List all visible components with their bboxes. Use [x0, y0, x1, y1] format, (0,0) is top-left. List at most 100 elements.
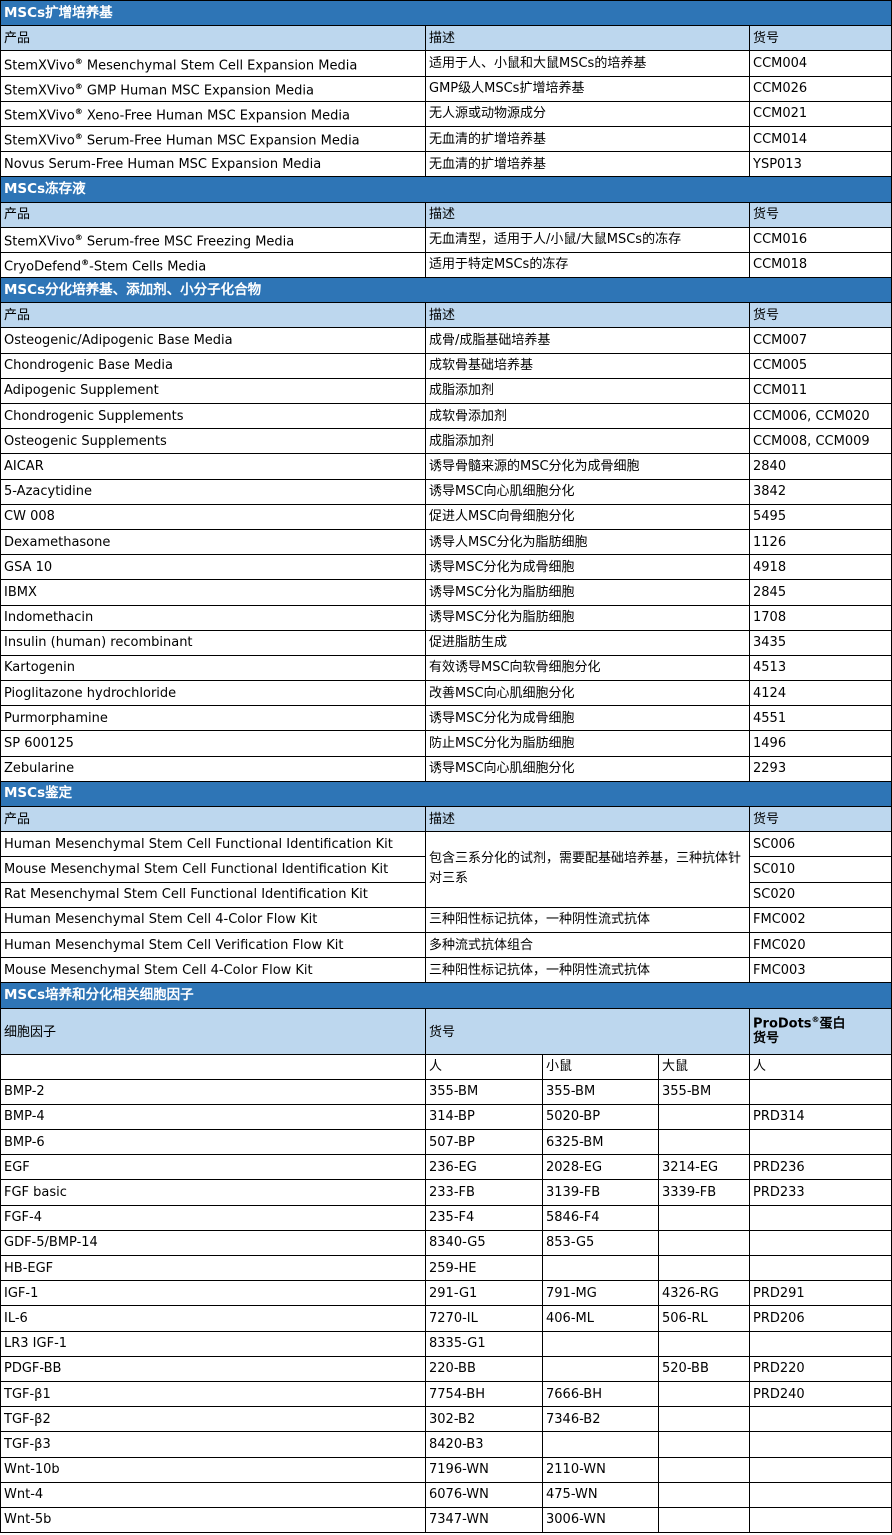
product-description: 诱导MSC分化为脂肪细胞	[425, 579, 750, 606]
product-description: 适用于特定MSCs的冻存	[425, 251, 750, 279]
cytokine-name: Wnt-10b	[0, 1456, 426, 1483]
rat-catalog	[658, 1103, 750, 1131]
header-prodots-catalog: ProDots®蛋白 货号	[748, 1007, 892, 1055]
table-row: HB-EGF 259-HE	[0, 1254, 892, 1282]
catalog-number: FMC002	[748, 906, 892, 933]
rat-catalog: 3214-EG	[658, 1154, 750, 1181]
section-title: MSCs冻存液	[0, 176, 892, 203]
product-name: 5-Azacytidine	[0, 478, 426, 505]
rat-catalog	[658, 1406, 750, 1433]
human-catalog: 355-BM	[425, 1078, 543, 1105]
human-catalog: 291-G1	[425, 1280, 543, 1307]
mouse-catalog: 3006-WN	[542, 1506, 659, 1534]
catalog-number: CCM006, CCM020	[748, 402, 892, 430]
cytokine-name: IGF-1	[0, 1280, 426, 1307]
product-name: Dexamethasone	[0, 528, 426, 556]
table-row: FGF-4 235-F4 5846-F4	[0, 1204, 892, 1231]
table-row: StemXVivo® Mesenchymal Stem Cell Expansi…	[0, 50, 892, 77]
table-row: TGF-β2 302-B2 7346-B2	[0, 1406, 892, 1433]
table-row: Human Mesenchymal Stem Cell Functional I…	[0, 831, 892, 908]
section-header: MSCs冻存液	[0, 176, 892, 203]
catalog-number: CCM007	[748, 327, 892, 354]
header-description: 描述	[425, 805, 750, 833]
catalog-number: 4918	[748, 554, 892, 581]
product-description: 成骨/成脂基础培养基	[425, 327, 750, 354]
column-header-row: 产品 描述 货号	[0, 805, 892, 833]
catalog-number: CCM004	[748, 50, 892, 77]
prodots-catalog: PRD220	[748, 1355, 892, 1382]
table-row: EGF 236-EG 2028-EG 3214-EG PRD236	[0, 1154, 892, 1181]
human-catalog: 507-BP	[425, 1129, 543, 1156]
prodots-catalog	[748, 1481, 892, 1508]
product-name: Mouse Mesenchymal Stem Cell 4-Color Flow…	[0, 957, 426, 984]
product-name: Adipogenic Supplement	[0, 377, 426, 405]
table-row: Mouse Mesenchymal Stem Cell Functional I…	[0, 856, 892, 883]
header-description: 描述	[425, 201, 750, 228]
product-description: 成脂添加剂	[425, 377, 750, 405]
product-name: Kartogenin	[0, 654, 426, 682]
product-description: 诱导人MSC分化为脂肪细胞	[425, 528, 750, 556]
product-description: 诱导骨髓来源的MSC分化为成骨细胞	[425, 453, 750, 480]
table-row: Adipogenic Supplement 成脂添加剂 CCM011	[0, 377, 892, 405]
product-name: Mouse Mesenchymal Stem Cell Functional I…	[0, 856, 426, 883]
product-description: 三种阳性标记抗体，一种阴性流式抗体	[425, 957, 750, 984]
rat-catalog	[658, 1129, 750, 1156]
product-description: 成软骨基础培养基	[425, 352, 750, 379]
product-name: AICAR	[0, 453, 426, 480]
product-name: StemXVivo® Serum-free MSC Freezing Media	[0, 226, 426, 253]
catalog-number: 2840	[748, 453, 892, 480]
product-name: Osteogenic/Adipogenic Base Media	[0, 327, 426, 354]
header-catalog-number: 货号	[748, 805, 892, 833]
prodots-catalog	[748, 1431, 892, 1458]
prodots-catalog: PRD236	[748, 1154, 892, 1181]
product-name: GSA 10	[0, 554, 426, 581]
column-header-row: 产品 描述 货号	[0, 302, 892, 329]
table-row: StemXVivo® GMP Human MSC Expansion Media…	[0, 75, 892, 102]
product-description: 诱导MSC向心肌细胞分化	[425, 755, 750, 782]
product-description: 成软骨添加剂	[425, 402, 750, 430]
table-row: StemXVivo® Serum-free MSC Freezing Media…	[0, 226, 892, 253]
human-catalog: 7347-WN	[425, 1506, 543, 1534]
table-row: BMP-4 314-BP 5020-BP PRD314	[0, 1103, 892, 1131]
table-row: Wnt-5b 7347-WN 3006-WN	[0, 1506, 892, 1534]
human-catalog: 236-EG	[425, 1154, 543, 1181]
mouse-catalog: 853-G5	[542, 1229, 659, 1257]
rat-catalog: 520-BB	[658, 1355, 750, 1382]
cytokine-name: GDF-5/BMP-14	[0, 1229, 426, 1257]
table-row: BMP-6 507-BP 6325-BM	[0, 1129, 892, 1156]
table-row: Chondrogenic Base Media 成软骨基础培养基 CCM005	[0, 352, 892, 379]
product-description: 无人源或动物源成分	[425, 100, 750, 127]
table-row: 5-Azacytidine 诱导MSC向心肌细胞分化 3842	[0, 478, 892, 505]
table-row: AICAR 诱导骨髓来源的MSC分化为成骨细胞 2840	[0, 453, 892, 480]
mouse-catalog: 791-MG	[542, 1280, 659, 1307]
cytokine-name: Wnt-5b	[0, 1506, 426, 1534]
mouse-catalog: 6325-BM	[542, 1129, 659, 1156]
header-catalog-number: 货号	[748, 25, 892, 52]
table-row: Human Mesenchymal Stem Cell Verification…	[0, 931, 892, 959]
catalog-number: CCM005	[748, 352, 892, 379]
product-description: 促进人MSC向骨细胞分化	[425, 503, 750, 530]
prodots-catalog: PRD240	[748, 1380, 892, 1408]
product-name: CW 008	[0, 503, 426, 530]
product-description: 多种流式抗体组合	[425, 931, 750, 959]
catalog-number: SC020	[748, 881, 892, 908]
species-mouse: 小鼠	[542, 1053, 659, 1080]
mouse-catalog	[542, 1330, 659, 1357]
catalog-number: 3842	[748, 478, 892, 505]
prodots-catalog	[748, 1129, 892, 1156]
prodots-catalog	[748, 1506, 892, 1534]
cytokine-name: TGF-β1	[0, 1380, 426, 1408]
product-description: 适用于人、小鼠和大鼠MSCs的培养基	[425, 50, 750, 77]
mouse-catalog: 7346-B2	[542, 1406, 659, 1433]
table-row: StemXVivo® Xeno-Free Human MSC Expansion…	[0, 100, 892, 127]
table-row: Purmorphamine 诱导MSC分化为成骨细胞 4551	[0, 705, 892, 732]
table-row: Osteogenic/Adipogenic Base Media 成骨/成脂基础培…	[0, 327, 892, 354]
table-row: IBMX 诱导MSC分化为脂肪细胞 2845	[0, 579, 892, 606]
human-catalog: 220-BB	[425, 1355, 543, 1382]
product-description: 诱导MSC分化为成骨细胞	[425, 554, 750, 581]
table-row: StemXVivo® Serum-Free Human MSC Expansio…	[0, 125, 892, 153]
product-name: Human Mesenchymal Stem Cell 4-Color Flow…	[0, 906, 426, 933]
product-name: Indomethacin	[0, 604, 426, 631]
product-name: Rat Mesenchymal Stem Cell Functional Ide…	[0, 881, 426, 908]
table-row: Insulin (human) recombinant 促进脂肪生成 3435	[0, 629, 892, 656]
